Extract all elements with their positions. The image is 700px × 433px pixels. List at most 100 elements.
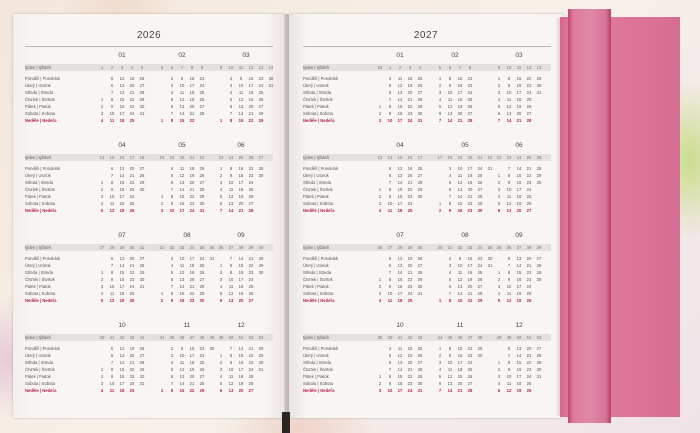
weekday-label: Pátek | Piatok xyxy=(303,284,329,289)
day-number: 20 xyxy=(526,346,532,351)
weekday-labels: týden | týždeň Pondělí | Pondelok Úterý | … xyxy=(303,244,373,304)
month-calendar: 12 49 50 51 52 53 7 14 21 28 1 8 15 22 29 2 9 16 23 30 3 10 17… xyxy=(216,321,266,394)
week-number: 53 xyxy=(377,65,383,70)
day-number: 15 xyxy=(119,270,125,275)
day-number xyxy=(534,96,544,103)
day-number: 8 xyxy=(388,374,392,379)
month-calendar: 11 44 45 46 47 48 1 8 15 22 29 2 9 16 23 30 3 10 17 24 4 11 18… xyxy=(435,321,485,394)
day-number xyxy=(97,345,107,352)
day-number: 6 xyxy=(448,284,452,289)
day-number: 15 xyxy=(238,166,244,171)
day-number: 22 xyxy=(248,118,254,123)
day-number: 11 xyxy=(179,263,185,268)
day-number: 31 xyxy=(139,284,145,289)
day-number: 7 xyxy=(497,118,501,123)
weekday-label: Úterý | Utorok xyxy=(303,353,329,358)
month-calendar: 12 48 49 50 51 52 6 13 20 27 7 14 21 28 1 8 15 22 29 2 9 16 23… xyxy=(494,321,544,394)
weekday-label: Čtvrtek | Štvrtok xyxy=(25,277,55,282)
day-number: 27 xyxy=(199,374,205,379)
day-number: 27 xyxy=(417,173,423,178)
day-number: 18 xyxy=(119,201,125,206)
week-number: 4 xyxy=(418,65,422,70)
day-number: 5 xyxy=(448,180,452,185)
day-number: 3 xyxy=(378,201,382,206)
week-number: 42 xyxy=(119,335,125,340)
day-number: 2 xyxy=(497,180,501,185)
day-number: 17 xyxy=(397,291,403,296)
day-number: 14 xyxy=(179,381,185,386)
day-number: 10 xyxy=(506,374,512,379)
day-number: 11 xyxy=(109,291,115,296)
day-number: 3 xyxy=(229,83,233,88)
day-number xyxy=(97,75,107,82)
day-number: 9 xyxy=(170,298,174,303)
day-number: 24 xyxy=(199,353,205,358)
day-number xyxy=(97,89,107,96)
day-number: 16 xyxy=(516,367,522,372)
week-number: 2 xyxy=(398,65,402,70)
week-number-label: týden | týždeň xyxy=(303,245,329,250)
day-number: 12 xyxy=(179,173,185,178)
day-number: 27 xyxy=(139,83,145,88)
day-number: 4 xyxy=(497,381,501,386)
day-number: 7 xyxy=(170,381,174,386)
day-number: 6 xyxy=(497,208,501,213)
week-number: 24 xyxy=(228,155,234,160)
weekday-labels: týden | týždeň Pondělí | Pondelok Úterý | … xyxy=(303,334,373,394)
day-number: 4 xyxy=(497,97,501,102)
week-number: 25 xyxy=(526,155,532,160)
week-number: 27 xyxy=(387,245,393,250)
day-number: 1 xyxy=(378,187,382,192)
week-number-label: týden | týždeň xyxy=(303,155,329,160)
day-number: 13 xyxy=(119,256,125,261)
day-number: 12 xyxy=(397,353,403,358)
day-number: 8 xyxy=(388,187,392,192)
day-number: 28 xyxy=(139,173,145,178)
day-number: 25 xyxy=(129,291,135,296)
day-number: 19 xyxy=(516,104,522,109)
day-number: 8 xyxy=(229,353,233,358)
day-number: 27 xyxy=(248,201,254,206)
day-number: 20 xyxy=(457,111,463,116)
day-number: 17 xyxy=(516,187,522,192)
day-number: 11 xyxy=(238,90,244,95)
day-number: 22 xyxy=(526,360,532,365)
day-number: 12 xyxy=(238,97,244,102)
day-number xyxy=(375,75,385,82)
day-number: 23 xyxy=(407,194,413,199)
weekday-label: Čtvrtek | Štvrtok xyxy=(303,277,333,282)
day-number xyxy=(375,269,385,276)
day-number: 2 xyxy=(219,360,223,365)
month-label: 02 xyxy=(178,52,186,59)
day-number: 28 xyxy=(417,180,423,185)
week-number: 10 xyxy=(228,65,234,70)
day-number: 11 xyxy=(397,76,403,81)
day-number xyxy=(494,262,504,269)
day-number: 12 xyxy=(506,201,512,206)
day-number: 22 xyxy=(407,104,413,109)
day-number xyxy=(435,186,445,193)
month-label: 04 xyxy=(396,142,404,149)
week-number: 17 xyxy=(417,155,423,160)
day-number: 6 xyxy=(219,201,223,206)
bookmark-ribbon[interactable] xyxy=(282,412,290,433)
day-number: 9 xyxy=(229,360,233,365)
day-number: 13 xyxy=(119,353,125,358)
day-number xyxy=(266,117,276,124)
day-number: 18 xyxy=(189,263,195,268)
day-number: 5 xyxy=(448,277,452,282)
month-calendar: 05 18 19 20 21 22 4 11 18 25 5 12 19 26 6 13 20 27 7 14 21 28… xyxy=(157,141,207,214)
day-number: 3 xyxy=(497,284,501,289)
day-number xyxy=(137,200,147,207)
day-number: 4 xyxy=(448,173,452,178)
day-number: 14 xyxy=(457,291,463,296)
day-number: 4 xyxy=(219,374,223,379)
day-number: 2 xyxy=(100,374,104,379)
weekday-label: Neděle | Nedeľa xyxy=(25,208,57,213)
day-number xyxy=(375,179,385,186)
week-number: 36 xyxy=(506,245,512,250)
week-number: 6 xyxy=(170,65,174,70)
day-number xyxy=(137,207,147,214)
elastic-closure-strap[interactable] xyxy=(568,9,611,423)
weekday-label: Sobota | Sobota xyxy=(303,291,333,296)
